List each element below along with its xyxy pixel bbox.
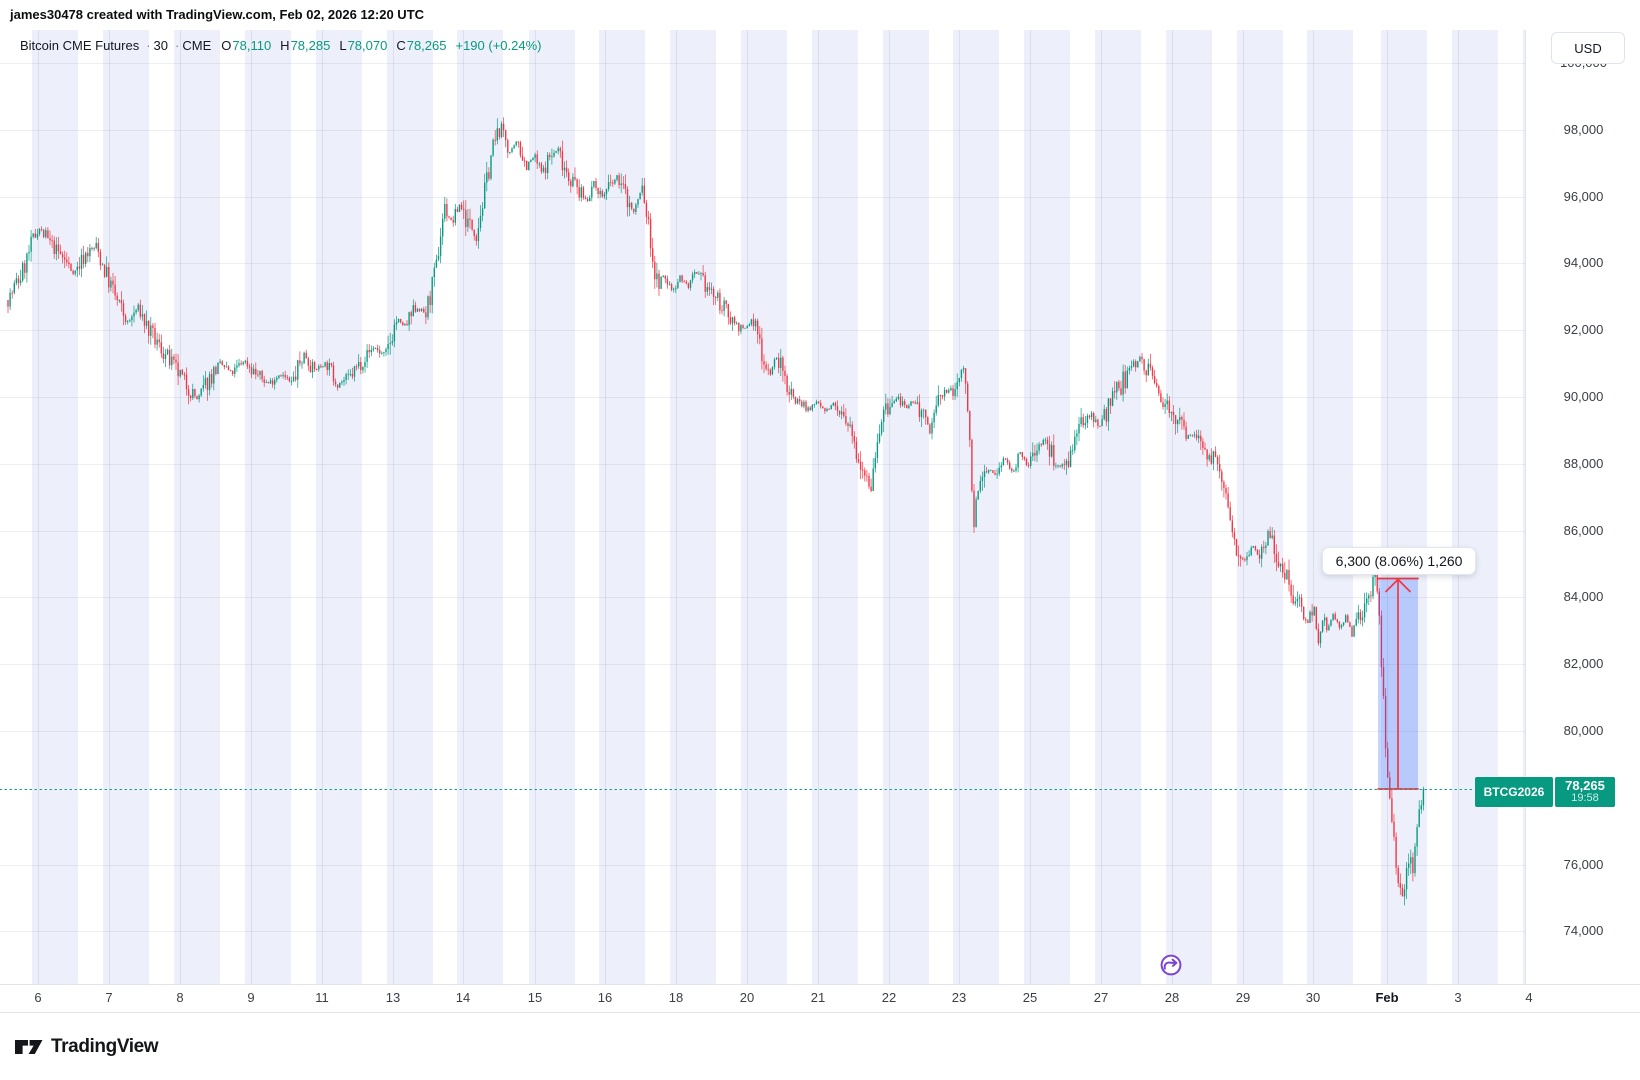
close-label: C — [396, 38, 406, 53]
time-axis-label: 16 — [597, 990, 613, 1005]
change-value: +190 (+0.24%) — [455, 38, 542, 53]
open-value: 78,110 — [232, 38, 272, 53]
time-axis-label: 6 — [34, 990, 42, 1005]
close-value: 78,265 — [406, 38, 447, 53]
time-axis-label: 27 — [1093, 990, 1109, 1005]
price-axis-label: 76,000 — [1563, 856, 1604, 872]
high-label: H — [280, 38, 290, 53]
price-axis-label: 98,000 — [1563, 121, 1604, 137]
price-axis-label: 88,000 — [1563, 455, 1604, 471]
open-label: O — [221, 38, 232, 53]
last-price-value: 78,265 — [1565, 778, 1605, 793]
price-axis-label: 82,000 — [1563, 656, 1604, 672]
time-axis-label: 14 — [455, 990, 471, 1005]
time-axis-label: Feb — [1375, 990, 1399, 1005]
legend-symbol: Bitcoin CME Futures — [20, 38, 140, 53]
symbol-legend: Bitcoin CME Futures · 30 · CME O78,110 H78,285… — [20, 38, 546, 53]
legend-separator: · — [146, 38, 151, 53]
legend-interval: 30 — [153, 38, 169, 53]
time-axis-label: 4 — [1525, 990, 1533, 1005]
time-axis-label: 23 — [951, 990, 967, 1005]
bar-countdown: 19:58 — [1571, 792, 1599, 804]
price-axis-label: 92,000 — [1563, 322, 1604, 338]
price-chart-canvas[interactable] — [0, 30, 1525, 984]
time-axis-label: 8 — [176, 990, 184, 1005]
legend-exchange: CME — [182, 38, 212, 53]
time-axis-label: 7 — [105, 990, 113, 1005]
price-axis-label: 90,000 — [1563, 389, 1604, 404]
currency-button[interactable]: USD — [1551, 32, 1625, 64]
time-axis-label: 21 — [810, 990, 826, 1005]
time-axis-label: 13 — [385, 990, 401, 1005]
time-axis[interactable]: 6 7 8 9 11 13 14 15 16 18 20 21 22 23 25 27 28 29 30 Feb 3 4 — [0, 984, 1640, 1013]
price-axis-label: 96,000 — [1563, 188, 1604, 204]
time-axis-label: 22 — [881, 990, 897, 1005]
tradingview-logo-text[interactable]: TradingView — [51, 1036, 159, 1057]
time-axis-label: 29 — [1235, 990, 1251, 1005]
chip-divider — [1553, 777, 1555, 807]
jump-arrow-marker-icon[interactable] — [1159, 953, 1183, 977]
price-axis-label: 74,000 — [1563, 923, 1604, 939]
footer: TradingView — [15, 1035, 159, 1059]
time-axis-label: 18 — [668, 990, 684, 1005]
price-axis-label: 80,000 — [1563, 723, 1604, 738]
measurement-tooltip: 6,300 (8.06%) 1,260 — [1322, 547, 1476, 575]
low-value: 78,070 — [347, 38, 388, 53]
time-axis-label: 3 — [1454, 990, 1462, 1005]
price-axis[interactable]: 100,00098,00096,00094,00092,00090,00088,… — [1525, 30, 1640, 984]
last-price-label: BTCG2026 78,265 19:58 — [1475, 777, 1615, 807]
time-axis-label: 11 — [315, 990, 329, 1005]
tradingview-logo-icon[interactable] — [15, 1038, 43, 1056]
attribution-text: james30478 created with TradingView.com,… — [10, 7, 425, 22]
high-value: 78,285 — [290, 38, 331, 53]
price-axis-label: 84,000 — [1563, 589, 1604, 605]
price-axis-label: 86,000 — [1563, 522, 1604, 538]
time-axis-label: 20 — [739, 990, 755, 1005]
time-axis-label: 15 — [527, 990, 543, 1005]
time-axis-label: 30 — [1305, 990, 1321, 1005]
time-axis-label: 25 — [1022, 990, 1038, 1005]
last-price-badge: 78,265 19:58 — [1555, 777, 1615, 807]
low-label: L — [339, 38, 347, 53]
contract-ticker-badge: BTCG2026 — [1475, 777, 1553, 807]
price-axis-label: 94,000 — [1563, 255, 1604, 271]
legend-separator: · — [175, 38, 180, 53]
time-axis-label: 9 — [247, 990, 255, 1005]
time-axis-label: 28 — [1164, 990, 1180, 1005]
